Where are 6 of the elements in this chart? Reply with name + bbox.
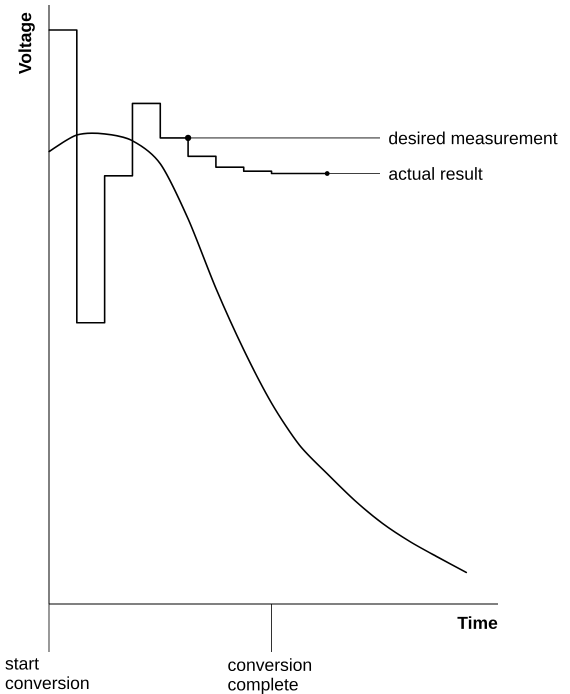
x-tick-label: conversion complete bbox=[228, 658, 312, 694]
text: desired measurement bbox=[389, 131, 558, 144]
x-axis-title: Time bbox=[457, 616, 498, 630]
x-tick-label: start conversion bbox=[5, 658, 88, 690]
legend-label: actual result bbox=[389, 167, 483, 180]
y-axis-title: Voltage bbox=[18, 12, 35, 74]
